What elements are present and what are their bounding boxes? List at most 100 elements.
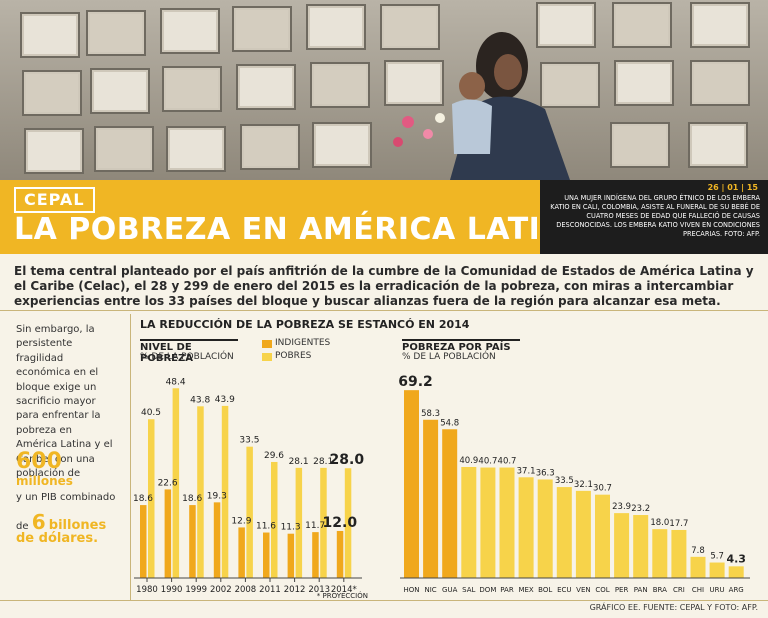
tick-label-2002: 2002: [210, 585, 232, 595]
label-GUA: 54.8: [440, 418, 459, 428]
pib-billones: billones: [48, 518, 107, 533]
label-PAR: 40.7: [498, 457, 517, 467]
bar-pobres-2002: [221, 405, 229, 578]
label-URU: 5.7: [710, 552, 724, 562]
label-COL: 30.7: [593, 484, 612, 494]
pib-number: 6: [31, 510, 46, 534]
bar-DOM: [480, 467, 496, 578]
legend-label-indigentes: INDIGENTES: [275, 338, 331, 348]
label-CHI: 7.8: [691, 546, 705, 556]
label-pobres-2008: 33.5: [239, 436, 259, 446]
bar-pobres-2011: [271, 461, 278, 578]
bar-URU: [709, 562, 725, 578]
label-HON: 69.2: [398, 374, 433, 390]
label-MEX: 37.1: [517, 466, 536, 476]
bar-HON: [404, 390, 419, 578]
tick-label-1980: 1980: [136, 585, 158, 595]
tick-label-DOM: DOM: [479, 586, 496, 594]
bar-indigentes-2014*: [336, 530, 344, 578]
pib-amount: de 6 billones: [16, 510, 106, 534]
bar-BOL: [537, 479, 553, 578]
caption-box: [540, 180, 768, 254]
bar-ECU: [556, 487, 572, 578]
tick-label-NIC: NIC: [424, 586, 436, 594]
label-pobres-2002: 43.9: [215, 395, 235, 405]
tick-label-GUA: GUA: [442, 586, 458, 594]
bar-CHI: [690, 556, 706, 578]
woman-silhouette: [393, 32, 570, 180]
bar-pobres-2013: [320, 467, 327, 578]
sidebar-text: Sin embargo, la persistente fragilidad e…: [16, 324, 113, 480]
chart1-subtitle: % DE LA POBLACIÓN: [140, 352, 234, 362]
label-indigentes-2002: 19.3: [207, 491, 227, 501]
tick-label-URU: URU: [710, 586, 725, 594]
tick-label-ARG: ARG: [729, 586, 744, 594]
tick-label-BRA: BRA: [653, 586, 667, 594]
page-title: LA POBREZA EN AMÉRICA LATINA: [14, 212, 590, 247]
bar-SAL: [461, 466, 477, 578]
hero-photo: [0, 0, 768, 180]
bar-indigentes-2008: [238, 527, 245, 578]
label-indigentes-2012: 11.3: [281, 523, 301, 533]
label-indigentes-2014*: 12.0: [323, 515, 358, 531]
legend-swatch-indigentes: [262, 340, 272, 348]
bar-indigentes-2013: [312, 532, 319, 578]
label-indigentes-1990: 22.6: [158, 478, 178, 488]
bar-pobres-1990: [172, 388, 180, 578]
label-indigentes-1980: 18.6: [133, 494, 153, 504]
label-PER: 23.9: [612, 502, 631, 512]
label-pobres-1999: 43.8: [190, 395, 210, 405]
label-pobres-1990: 48.4: [166, 377, 186, 387]
tick-label-PAR: PAR: [500, 586, 514, 594]
pib-text: y un PIB combinado: [16, 492, 116, 503]
tick-label-2011: 2011: [259, 585, 281, 595]
tick-label-CHI: CHI: [692, 586, 704, 594]
projection-note: * PROYECCIÓN: [317, 591, 368, 600]
section-title: LA REDUCCIÓN DE LA POBREZA SE ESTANCÓ EN…: [140, 318, 470, 331]
tick-label-2008: 2008: [235, 585, 257, 595]
bar-pobres-1999: [197, 406, 204, 578]
bar-COL: [595, 494, 610, 578]
title-band: [0, 180, 540, 254]
bar-ARG: [728, 566, 744, 578]
label-DOM: 40.7: [478, 457, 497, 467]
bar-pobres-1980: [148, 419, 155, 578]
tick-label-2012: 2012: [284, 585, 306, 595]
divider: [0, 600, 768, 601]
bar-MEX: [518, 477, 534, 578]
tick-label-2014*: 2014*: [331, 585, 357, 595]
legend-label-pobres: POBRES: [275, 351, 312, 361]
pib-currency: de dólares.: [16, 531, 99, 546]
label-indigentes-2008: 12.9: [231, 516, 251, 526]
bar-indigentes-2012: [287, 533, 295, 578]
label-pobres-2013: 28.1: [313, 457, 333, 467]
bar-pobres-2014*: [344, 468, 352, 578]
bar-CRI: [671, 529, 687, 578]
label-pobres-2011: 29.6: [264, 451, 284, 461]
bar-VEN: [575, 490, 591, 578]
label-BRA: 18.0: [650, 518, 669, 528]
tick-label-HON: HON: [403, 586, 419, 594]
divider: [0, 310, 768, 311]
bar-indigentes-1999: [189, 505, 196, 578]
tick-label-BOL: BOL: [538, 586, 552, 594]
chart-pobreza-por-pais: 69.2 HON 58.3 NIC 54.8 GUA 40.9 SAL 40.7 DOM 40.7 P…: [398, 374, 750, 594]
tick-label-CRI: CRI: [673, 586, 685, 594]
bar-GUA: [442, 429, 458, 578]
tick-label-1990: 1990: [161, 585, 183, 595]
tick-label-COL: COL: [595, 586, 609, 594]
population-number: 600: [16, 449, 62, 474]
tick-label-SAL: SAL: [462, 586, 475, 594]
bar-PAR: [499, 467, 515, 578]
bar-indigentes-1980: [140, 505, 147, 578]
tick-label-2013: 2013: [308, 585, 330, 595]
label-ECU: 33.5: [555, 476, 574, 486]
label-pobres-2014*: 28.0: [330, 452, 365, 468]
bar-indigentes-2002: [213, 502, 221, 578]
intro-paragraph: El tema central planteado por el país an…: [14, 264, 754, 308]
tick-label-PAN: PAN: [634, 586, 648, 594]
tick-label-1999: 1999: [185, 585, 207, 595]
bar-indigentes-2011: [263, 532, 270, 578]
label-BOL: 36.3: [536, 468, 555, 478]
label-indigentes-2011: 11.6: [256, 522, 276, 532]
